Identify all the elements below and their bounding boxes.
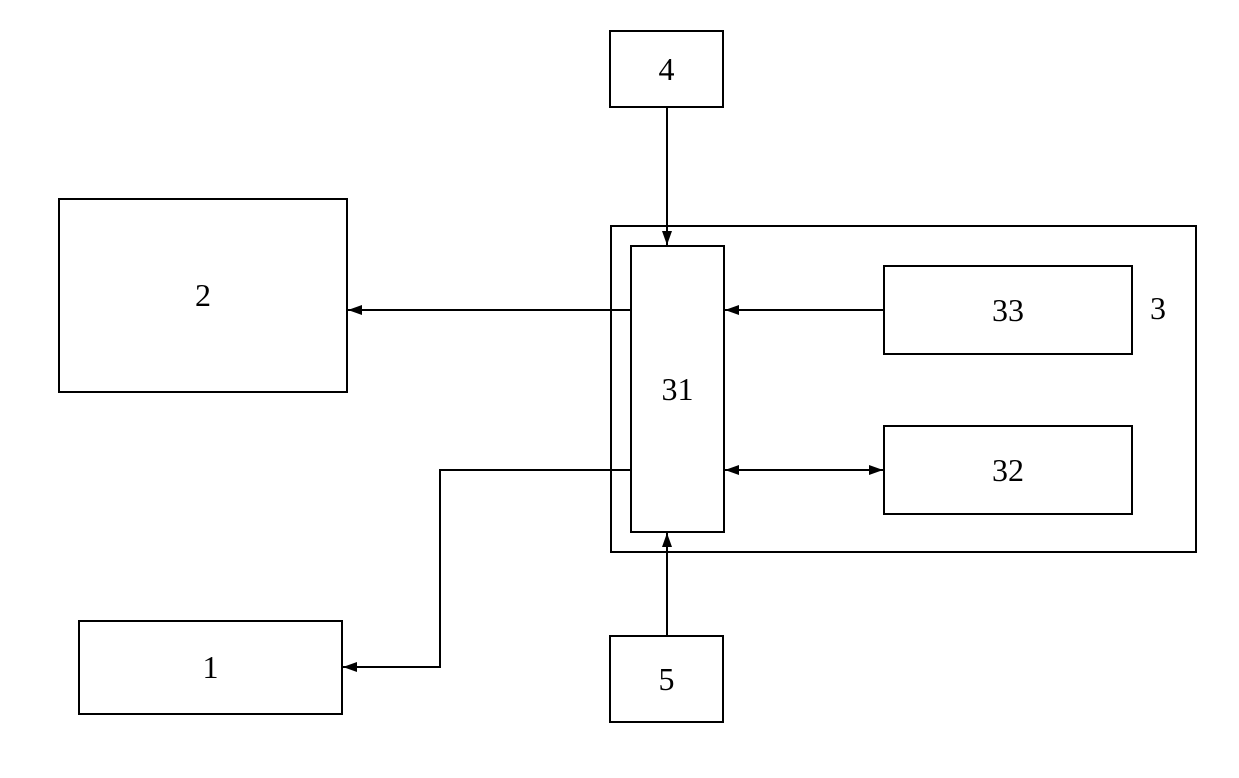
node-label-n1: 1 [203, 649, 219, 686]
node-n5: 5 [609, 635, 724, 723]
node-n33: 33 [883, 265, 1133, 355]
node-n31: 31 [630, 245, 725, 533]
node-n32: 32 [883, 425, 1133, 515]
node-label-n32: 32 [992, 452, 1024, 489]
free-label-l3: 3 [1150, 290, 1166, 327]
node-label-n2: 2 [195, 277, 211, 314]
node-n2: 2 [58, 198, 348, 393]
node-label-n5: 5 [659, 661, 675, 698]
node-label-n33: 33 [992, 292, 1024, 329]
node-n4: 4 [609, 30, 724, 108]
node-label-n4: 4 [659, 51, 675, 88]
node-n1: 1 [78, 620, 343, 715]
node-label-n31: 31 [662, 371, 694, 408]
